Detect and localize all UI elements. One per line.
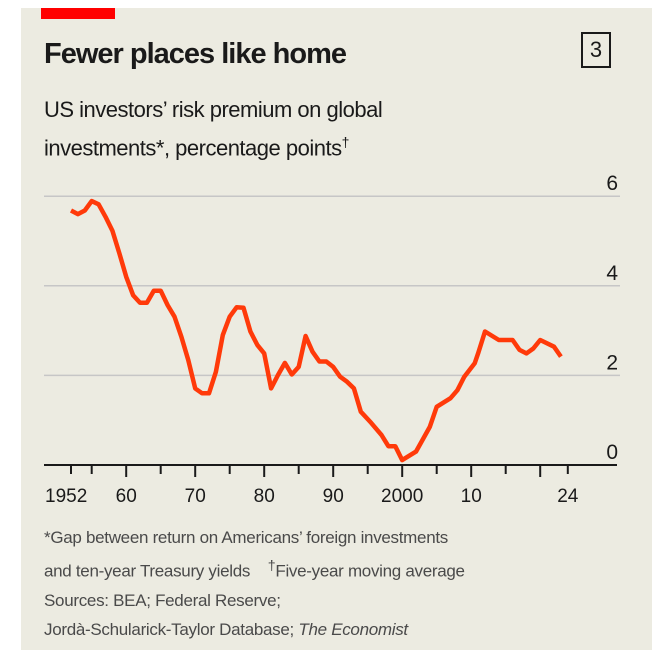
footnote-2: Five-year moving average [275,561,465,581]
x-tick-label: 80 [254,486,275,507]
x-tick-label: 70 [185,486,206,507]
x-tick-label: 1952 [45,486,87,507]
x-tick-label: 90 [323,486,344,507]
y-tick-label: 2 [606,351,618,374]
sources-publisher: The Economist [298,619,408,639]
y-tick-label: 6 [606,172,618,195]
sources-line1: Sources: BEA; Federal Reserve; [44,590,281,610]
chart-subtitle: US investors’ risk premium on global inv… [44,94,383,164]
footnotes: *Gap between return on Americans’ foreig… [44,523,465,644]
x-tick-label: 2000 [381,486,423,507]
x-tick-label: 24 [557,486,579,507]
brand-accent-bar [41,8,115,19]
subtitle-line2: investments*, percentage points [44,135,342,161]
series-line [69,198,563,463]
footnote-1-line2: and ten-year Treasury yields [44,561,251,581]
subtitle-line1: US investors’ risk premium on global [44,97,383,122]
sources-line2: Jordà-Schularick-Taylor Database; [44,619,294,639]
chart-panel [21,8,652,650]
footnote-2-mark: † [267,558,276,574]
chart-title: Fewer places like home [44,38,347,70]
y-tick-label: 0 [606,441,618,464]
subtitle-dagger: † [341,134,350,150]
x-tick-label: 10 [461,486,482,507]
chart-number-badge: 3 [581,32,611,68]
x-tick-label: 60 [116,486,137,507]
footnote-1-line1: *Gap between return on Americans’ foreig… [44,528,448,547]
y-tick-label: 4 [606,262,618,285]
